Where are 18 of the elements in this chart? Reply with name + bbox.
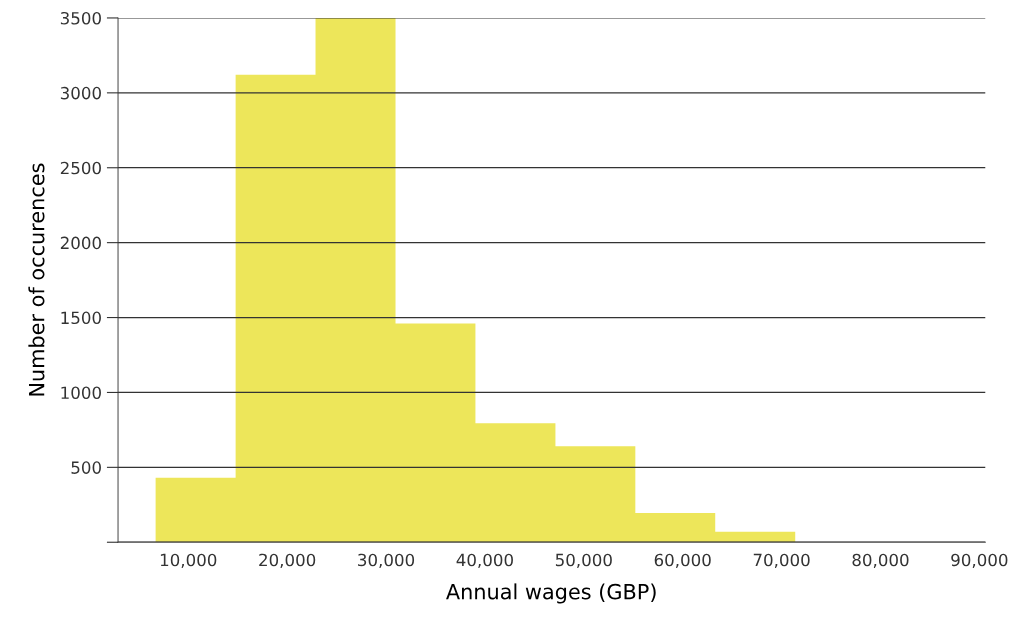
x-tick-label: 80,000 [852, 553, 909, 568]
x-tick-label: 70,000 [753, 553, 810, 568]
x-tick-label: 10,000 [160, 553, 217, 568]
x-tick-label: 90,000 [951, 553, 1008, 568]
x-tick-label: 30,000 [358, 553, 415, 568]
y-tick-label: 2500 [60, 161, 101, 175]
x-tick-label: 40,000 [456, 553, 513, 568]
y-tick-label: 1500 [61, 311, 101, 325]
x-tick-label: 20,000 [259, 553, 316, 568]
x-tick-label: 50,000 [555, 553, 612, 568]
y-tick-label: 2000 [60, 236, 101, 250]
y-tick-label: 3000 [60, 86, 101, 100]
y-tick-label: 3500 [60, 11, 101, 25]
y-tick-label: 500 [71, 461, 101, 474]
y-axis-title: Number of occurences [28, 163, 45, 396]
x-axis-title: Annual wages (GBP) [446, 583, 656, 604]
y-tick-label: 1000 [61, 386, 101, 400]
x-tick-label: 60,000 [654, 553, 711, 568]
